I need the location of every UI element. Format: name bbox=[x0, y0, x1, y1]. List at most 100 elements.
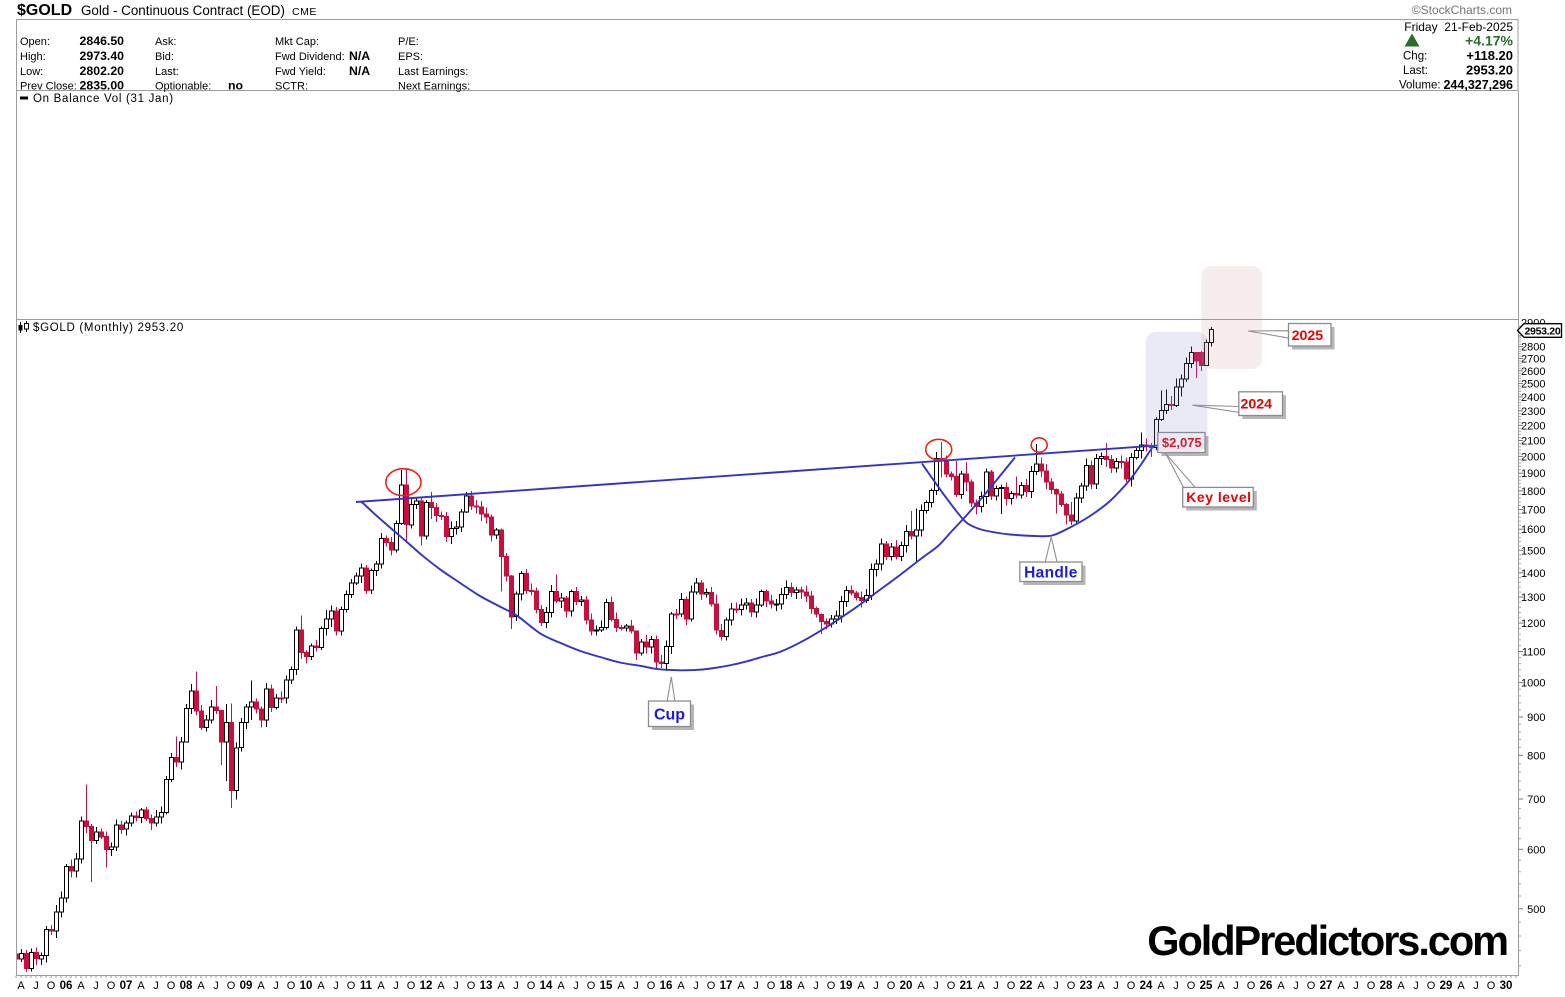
svg-text:2700: 2700 bbox=[1521, 354, 1545, 366]
svg-text:J: J bbox=[1113, 980, 1119, 992]
svg-text:O: O bbox=[407, 980, 416, 992]
svg-text:A: A bbox=[617, 980, 625, 992]
svg-text:2600: 2600 bbox=[1521, 366, 1545, 378]
svg-text:09: 09 bbox=[240, 980, 253, 992]
svg-text:O: O bbox=[1187, 980, 1196, 992]
svg-text:244,327,296: 244,327,296 bbox=[1443, 78, 1513, 92]
svg-text:J: J bbox=[1293, 980, 1299, 992]
svg-text:06: 06 bbox=[60, 980, 73, 992]
svg-text:A: A bbox=[17, 980, 25, 992]
svg-text:1700: 1700 bbox=[1521, 505, 1545, 517]
svg-text:A: A bbox=[1097, 980, 1105, 992]
svg-text:O: O bbox=[47, 980, 56, 992]
svg-text:J: J bbox=[1053, 980, 1059, 992]
svg-text:P/E:: P/E: bbox=[398, 36, 419, 48]
svg-text:07: 07 bbox=[120, 980, 133, 992]
svg-text:J: J bbox=[1473, 980, 1479, 992]
svg-text:O: O bbox=[947, 980, 956, 992]
svg-text:2500: 2500 bbox=[1521, 379, 1545, 391]
svg-text:O: O bbox=[527, 980, 536, 992]
svg-text:2835.00: 2835.00 bbox=[80, 79, 125, 93]
svg-text:Low:: Low: bbox=[20, 66, 43, 78]
svg-text:14: 14 bbox=[540, 980, 553, 992]
svg-text:26: 26 bbox=[1260, 980, 1273, 992]
svg-text:Last Earnings:: Last Earnings: bbox=[398, 66, 468, 78]
svg-text:1200: 1200 bbox=[1521, 618, 1545, 630]
svg-text:28: 28 bbox=[1380, 980, 1393, 992]
svg-text:2200: 2200 bbox=[1521, 420, 1545, 432]
svg-text:O: O bbox=[1367, 980, 1376, 992]
svg-text:$GOLD: $GOLD bbox=[17, 2, 72, 19]
svg-text:SCTR:: SCTR: bbox=[275, 81, 308, 93]
svg-text:O: O bbox=[167, 980, 176, 992]
svg-text:J: J bbox=[213, 980, 219, 992]
svg-text:22: 22 bbox=[1020, 980, 1033, 992]
svg-text:A: A bbox=[437, 980, 445, 992]
svg-text:J: J bbox=[813, 980, 819, 992]
svg-text:J: J bbox=[993, 980, 999, 992]
svg-text:O: O bbox=[1247, 980, 1256, 992]
svg-text:O: O bbox=[1127, 980, 1136, 992]
svg-text:A: A bbox=[1157, 980, 1165, 992]
svg-text:17: 17 bbox=[720, 980, 733, 992]
svg-text:1600: 1600 bbox=[1521, 524, 1545, 536]
svg-text:29: 29 bbox=[1440, 980, 1453, 992]
svg-text:O: O bbox=[227, 980, 236, 992]
svg-text:21: 21 bbox=[960, 980, 973, 992]
svg-text:J: J bbox=[1173, 980, 1179, 992]
svg-text:A: A bbox=[197, 980, 205, 992]
svg-text:J: J bbox=[93, 980, 99, 992]
svg-text:J: J bbox=[1413, 980, 1419, 992]
svg-text:Chg:: Chg: bbox=[1403, 51, 1427, 63]
svg-text:Open:: Open: bbox=[20, 36, 50, 48]
svg-text:500: 500 bbox=[1527, 904, 1545, 916]
svg-text:J: J bbox=[1233, 980, 1239, 992]
svg-text:A: A bbox=[77, 980, 85, 992]
svg-text:12: 12 bbox=[420, 980, 433, 992]
svg-text:O: O bbox=[347, 980, 356, 992]
svg-text:Optionable:: Optionable: bbox=[155, 81, 211, 93]
svg-text:N/A: N/A bbox=[349, 64, 370, 78]
svg-text:$GOLD (Monthly) 2953.20: $GOLD (Monthly) 2953.20 bbox=[33, 322, 184, 334]
svg-text:1400: 1400 bbox=[1521, 568, 1545, 580]
svg-text:A: A bbox=[737, 980, 745, 992]
svg-text:800: 800 bbox=[1527, 750, 1545, 762]
svg-text:Handle: Handle bbox=[1024, 564, 1078, 581]
svg-text:2025: 2025 bbox=[1292, 328, 1324, 344]
svg-text:A: A bbox=[977, 980, 985, 992]
svg-text:A: A bbox=[317, 980, 325, 992]
svg-text:J: J bbox=[873, 980, 879, 992]
svg-text:O: O bbox=[1007, 980, 1016, 992]
svg-text:08: 08 bbox=[180, 980, 193, 992]
svg-text:Volume:: Volume: bbox=[1399, 80, 1441, 92]
svg-text:Fwd Yield:: Fwd Yield: bbox=[275, 66, 326, 78]
svg-text:2100: 2100 bbox=[1521, 436, 1545, 448]
svg-text:Next Earnings:: Next Earnings: bbox=[398, 81, 470, 93]
svg-text:2846.50: 2846.50 bbox=[80, 34, 125, 48]
svg-text:Cup: Cup bbox=[654, 706, 685, 723]
svg-text:13: 13 bbox=[480, 980, 493, 992]
svg-text:2802.20: 2802.20 bbox=[80, 64, 125, 78]
svg-text:Gold - Continuous Contract (EO: Gold - Continuous Contract (EOD) bbox=[81, 3, 285, 18]
svg-text:O: O bbox=[107, 980, 116, 992]
svg-text:2973.40: 2973.40 bbox=[80, 49, 125, 63]
svg-text:O: O bbox=[647, 980, 656, 992]
svg-text:J: J bbox=[153, 980, 159, 992]
svg-text:2800: 2800 bbox=[1521, 342, 1545, 354]
svg-text:no: no bbox=[228, 79, 244, 93]
svg-text:A: A bbox=[557, 980, 565, 992]
svg-text:+118.20: +118.20 bbox=[1466, 48, 1513, 63]
svg-text:11: 11 bbox=[360, 980, 373, 992]
svg-text:A: A bbox=[1397, 980, 1405, 992]
svg-text:J: J bbox=[333, 980, 339, 992]
svg-text:J: J bbox=[1353, 980, 1359, 992]
svg-text:Fwd Dividend:: Fwd Dividend: bbox=[275, 51, 345, 63]
svg-text:Friday 21-Feb-2025: Friday 21-Feb-2025 bbox=[1404, 20, 1513, 34]
svg-text:Mkt Cap:: Mkt Cap: bbox=[275, 36, 319, 48]
svg-text:J: J bbox=[573, 980, 579, 992]
svg-text:©StockCharts.com: ©StockCharts.com bbox=[1412, 3, 1512, 17]
svg-text:Last:: Last: bbox=[155, 66, 179, 78]
svg-text:A: A bbox=[1217, 980, 1225, 992]
svg-text:A: A bbox=[917, 980, 925, 992]
svg-text:2000: 2000 bbox=[1521, 451, 1545, 463]
